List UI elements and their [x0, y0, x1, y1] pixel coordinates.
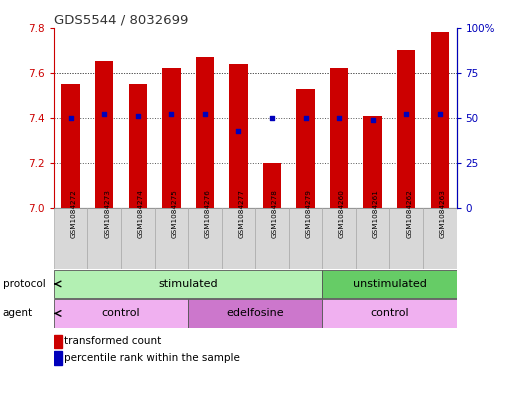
- Bar: [54, 299, 188, 327]
- Bar: [229, 64, 248, 208]
- Point: [201, 111, 209, 118]
- Bar: [188, 299, 322, 327]
- Text: control: control: [370, 309, 409, 318]
- Text: GSM1084262: GSM1084262: [406, 189, 412, 238]
- Text: transformed count: transformed count: [64, 336, 161, 346]
- Text: protocol: protocol: [3, 279, 45, 289]
- Bar: [129, 84, 147, 208]
- Text: edelfosine: edelfosine: [226, 309, 284, 318]
- Text: GSM1084278: GSM1084278: [272, 189, 278, 238]
- Bar: [222, 208, 255, 269]
- Bar: [397, 50, 416, 208]
- Bar: [389, 208, 423, 269]
- Bar: [62, 84, 80, 208]
- Text: percentile rank within the sample: percentile rank within the sample: [64, 353, 240, 363]
- Bar: [297, 88, 315, 208]
- Point: [436, 111, 444, 118]
- Bar: [195, 57, 214, 208]
- Bar: [430, 32, 449, 208]
- Point: [234, 127, 243, 134]
- Text: control: control: [102, 309, 140, 318]
- Text: GSM1084277: GSM1084277: [239, 189, 244, 238]
- Text: GSM1084274: GSM1084274: [138, 189, 144, 238]
- Text: GSM1084273: GSM1084273: [104, 189, 110, 238]
- Text: unstimulated: unstimulated: [352, 279, 426, 289]
- Text: GSM1084263: GSM1084263: [440, 189, 446, 238]
- Bar: [54, 270, 322, 298]
- Text: GSM1084275: GSM1084275: [171, 189, 177, 238]
- Text: GSM1084261: GSM1084261: [372, 189, 379, 238]
- Point: [335, 115, 343, 121]
- Text: GSM1084279: GSM1084279: [306, 189, 311, 238]
- Bar: [162, 68, 181, 208]
- Text: GSM1084272: GSM1084272: [71, 189, 76, 238]
- Bar: [54, 351, 62, 365]
- Bar: [255, 208, 289, 269]
- Text: GSM1084260: GSM1084260: [339, 189, 345, 238]
- Bar: [54, 334, 62, 348]
- Bar: [54, 208, 87, 269]
- Bar: [263, 163, 281, 208]
- Point: [134, 113, 142, 119]
- Bar: [322, 208, 356, 269]
- Bar: [121, 208, 154, 269]
- Bar: [154, 208, 188, 269]
- Point: [368, 117, 377, 123]
- Bar: [423, 208, 457, 269]
- Bar: [188, 208, 222, 269]
- Point: [302, 115, 310, 121]
- Bar: [322, 270, 457, 298]
- Bar: [330, 68, 348, 208]
- Point: [100, 111, 108, 118]
- Bar: [363, 116, 382, 208]
- Bar: [289, 208, 322, 269]
- Bar: [322, 299, 457, 327]
- Text: agent: agent: [3, 309, 33, 318]
- Point: [268, 115, 276, 121]
- Point: [167, 111, 175, 118]
- Text: stimulated: stimulated: [159, 279, 218, 289]
- Text: GSM1084276: GSM1084276: [205, 189, 211, 238]
- Bar: [356, 208, 389, 269]
- Point: [67, 115, 75, 121]
- Bar: [95, 61, 113, 208]
- Point: [402, 111, 410, 118]
- Text: GDS5544 / 8032699: GDS5544 / 8032699: [54, 13, 188, 26]
- Bar: [87, 208, 121, 269]
